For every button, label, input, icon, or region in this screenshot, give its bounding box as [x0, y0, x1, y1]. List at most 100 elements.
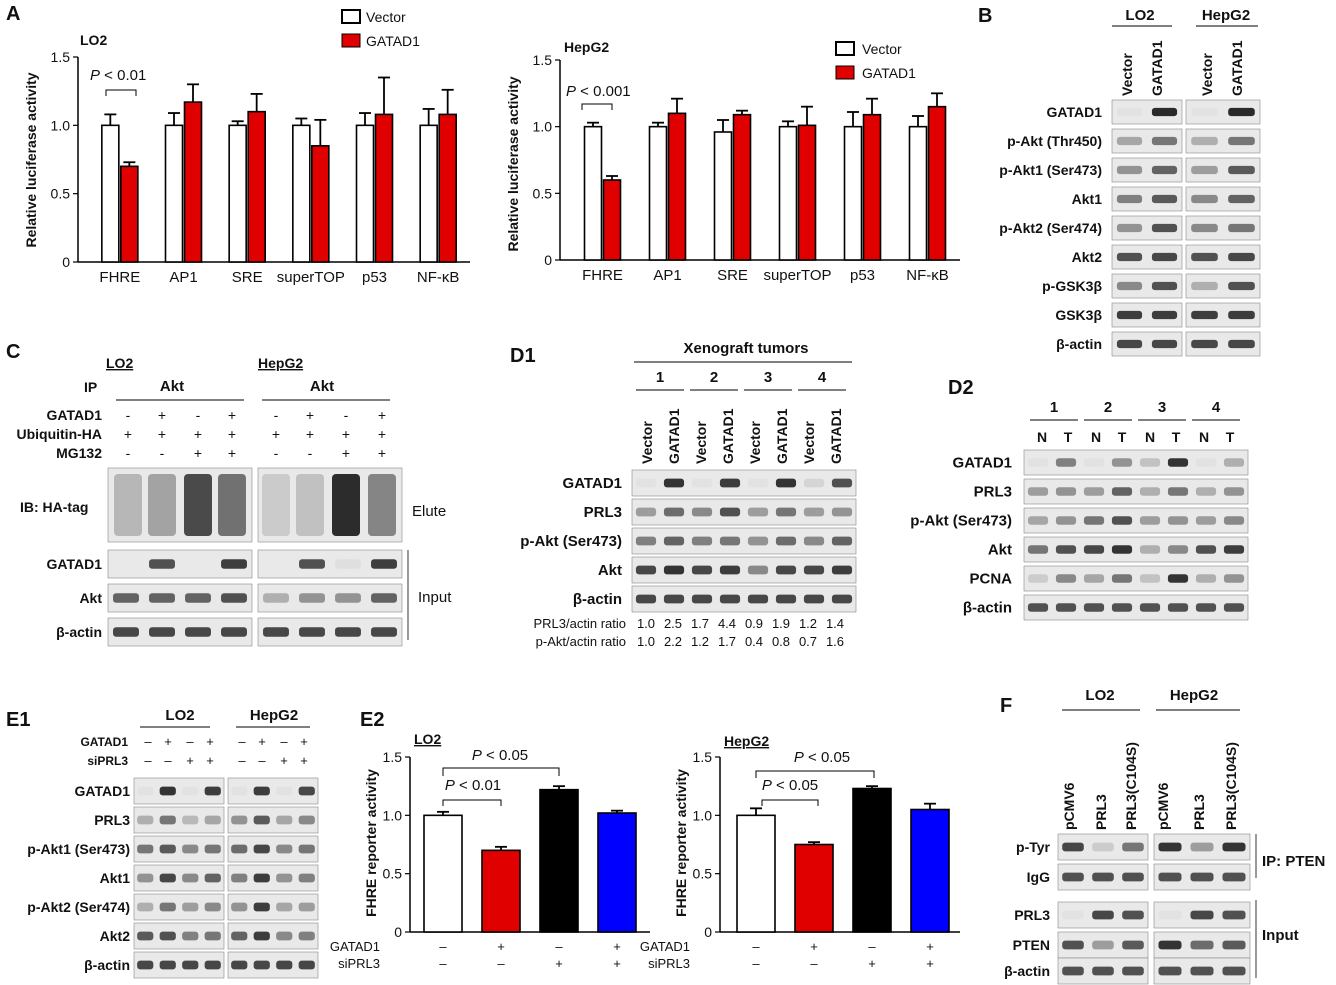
condition-mark: + [810, 939, 818, 954]
blot-band [1223, 574, 1245, 583]
ratio-value: 0.8 [772, 634, 790, 649]
panel-letter-d1: D1 [510, 345, 536, 367]
blot-row-label: Akt [598, 562, 622, 579]
condition-mark: – [164, 753, 172, 768]
blot-band [335, 627, 361, 637]
blot-band [335, 593, 361, 603]
blot-band [1151, 223, 1178, 233]
blot-band [1111, 487, 1133, 496]
blot-band [1083, 516, 1105, 525]
condition-mark: – [868, 939, 876, 954]
blot-band [1228, 194, 1255, 204]
blot-band [1055, 574, 1077, 583]
y-tick-label: 1.0 [383, 807, 403, 823]
blot-band [1092, 872, 1114, 882]
y-tick-label: 0 [62, 254, 70, 270]
lane-label: pCMV6 [1155, 782, 1171, 830]
condition-mark: + [555, 956, 563, 971]
condition-label: GATAD1 [80, 735, 128, 749]
panel-b-blot: LO2 HepG2 Vector GATAD1 Vector GATAD1 GA… [999, 7, 1261, 357]
condition-mark: + [378, 445, 386, 461]
condition-mark: - [274, 445, 279, 461]
blot-band [231, 787, 247, 796]
chart-title-e2-hepg2: HepG2 [724, 733, 769, 749]
x-tick-label: SRE [232, 269, 263, 286]
blot-band [253, 873, 270, 883]
blot-band [1111, 603, 1133, 612]
bar-vector [355, 124, 375, 263]
blot-band [1062, 966, 1084, 976]
lane-label: N [1091, 429, 1101, 445]
blot-band [1122, 842, 1144, 852]
lane-label: GATAD1 [720, 408, 736, 464]
blot-band [663, 536, 685, 546]
legend-gatad1-label: GATAD1 [366, 33, 420, 49]
blot-strip [1185, 99, 1261, 125]
blot-band [831, 536, 853, 546]
ratio-value: 1.2 [799, 616, 817, 631]
blot-band [137, 787, 153, 796]
ip-target-lo2: Akt [160, 378, 184, 395]
x-tick-label: FHRE [99, 269, 140, 286]
bar-gatad1 [667, 112, 687, 261]
group-label-hepg2: HepG2 [1170, 687, 1218, 704]
ratio-value: 2.2 [664, 634, 682, 649]
condition-label: Ubiquitin-HA [16, 426, 102, 442]
blot-band [253, 902, 270, 912]
condition-mark: + [300, 753, 308, 768]
x-tick-label: SRE [717, 267, 748, 284]
y-tick-label: 0 [544, 252, 552, 268]
condition-label: siPRL3 [87, 754, 128, 768]
lane-label: Vector [693, 421, 709, 464]
blot-band [149, 559, 175, 569]
blot-band [137, 815, 154, 825]
ubiquitin-smear [114, 474, 142, 536]
blot-band [1222, 910, 1246, 920]
x-tick-label: FHRE [582, 267, 623, 284]
blot-band [1222, 966, 1246, 976]
legend-vector-label: Vector [862, 41, 902, 57]
lane-label: PRL3 [1191, 794, 1207, 830]
blot-band [159, 902, 176, 912]
legend-a-hepg2: Vector GATAD1 [835, 41, 916, 81]
blot-band [1083, 603, 1105, 612]
blot-row-label: p-GSK3β [1042, 278, 1102, 294]
ratio-label: p-Akt/actin ratio [536, 634, 626, 649]
legend-vector-label: Vector [366, 9, 406, 25]
lane-label: N [1145, 429, 1155, 445]
blot-band [1195, 545, 1217, 554]
ip-target-hepg2: Akt [310, 378, 334, 395]
bar-gatad1 [927, 105, 947, 261]
blot-band [1062, 842, 1084, 852]
bar-vector [292, 124, 311, 263]
lane-label: T [1226, 429, 1235, 445]
blot-row-label: β-actin [1004, 963, 1050, 979]
blot-band [1083, 574, 1105, 583]
blot-band [803, 536, 825, 546]
blot-band [1116, 252, 1143, 262]
legend-gatad1-label: GATAD1 [862, 65, 916, 81]
y-tick-label: 0.5 [51, 186, 71, 202]
blot-row-label: GATAD1 [563, 475, 622, 492]
blot-band [137, 931, 154, 941]
blot-band [204, 960, 221, 970]
ratio-value: 0.4 [745, 634, 763, 649]
blot-band [1223, 603, 1245, 612]
condition-mark: – [238, 753, 246, 768]
ratio-value: 1.6 [826, 634, 844, 649]
condition-mark: - [274, 407, 279, 423]
blot-band [691, 507, 713, 517]
blot-band [221, 627, 247, 637]
lane-label: T [1118, 429, 1127, 445]
lane-label: GATAD1 [666, 408, 682, 464]
condition-mark: + [342, 426, 350, 442]
condition-mark: - [344, 407, 349, 423]
blot-band [719, 565, 741, 575]
blot-band [182, 960, 199, 970]
blot-band [231, 960, 248, 970]
condition-mark: + [228, 426, 236, 442]
blot-band [1191, 310, 1218, 320]
condition-mark: – [144, 753, 152, 768]
blot-band [1228, 136, 1255, 146]
